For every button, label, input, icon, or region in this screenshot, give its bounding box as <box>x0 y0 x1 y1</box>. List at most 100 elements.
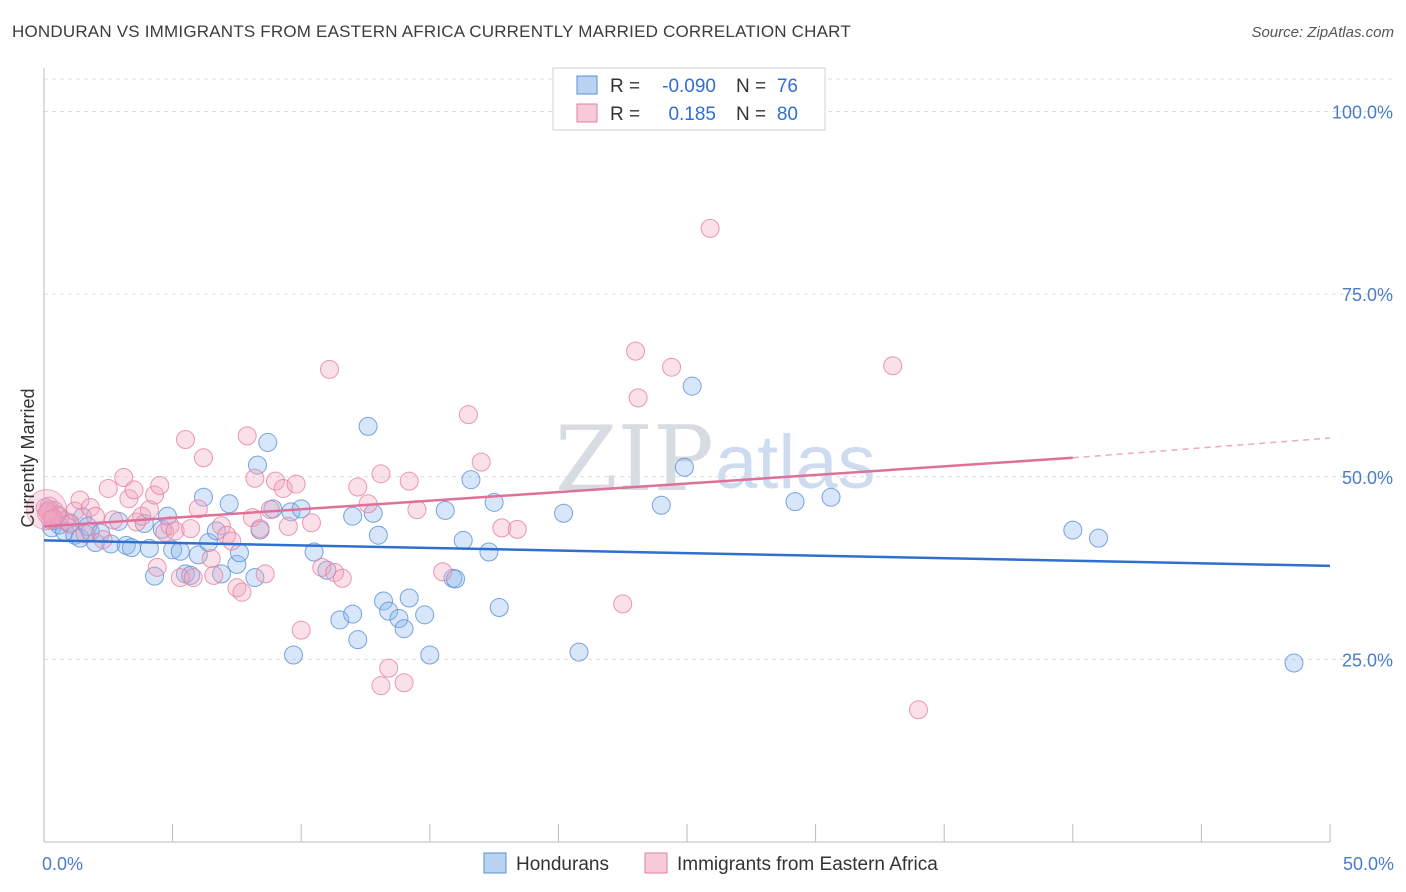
point-s0-73 <box>821 487 841 507</box>
point-s0-59 <box>435 500 455 520</box>
point-s1-47 <box>278 516 298 536</box>
point-s0-44 <box>283 645 303 665</box>
point-s0-23 <box>163 540 183 560</box>
point-s0-72 <box>785 492 805 512</box>
point-s1-10 <box>85 506 105 526</box>
point-s0-75 <box>1089 528 1109 548</box>
point-s0-30 <box>206 521 226 541</box>
point-s1-77 <box>38 502 58 522</box>
point-s0-52 <box>374 591 394 611</box>
watermark-zip: ZIP <box>555 407 714 512</box>
point-s1-46 <box>273 478 293 498</box>
point-s0-76 <box>1284 653 1304 673</box>
point-s1-25 <box>165 521 185 541</box>
point-s0-51 <box>368 525 388 545</box>
point-s1-36 <box>222 531 242 551</box>
point-s0-69 <box>651 495 671 515</box>
point-s0-24 <box>170 541 190 561</box>
point-s0-62 <box>479 542 499 562</box>
point-s1-33 <box>204 565 224 585</box>
point-s0-60 <box>453 530 473 550</box>
point-s1-53 <box>325 562 345 582</box>
point-s1-71 <box>662 357 682 377</box>
point-s1-42 <box>250 519 270 539</box>
point-cluster-origin <box>26 489 68 531</box>
point-s1-64 <box>458 405 478 425</box>
point-s0-42 <box>317 560 337 580</box>
watermark-atlas: atlas <box>715 420 876 505</box>
point-s1-14 <box>114 467 134 487</box>
point-s1-70 <box>628 388 648 408</box>
legend-bottom-swatch-hondurans <box>483 852 507 874</box>
point-s0-48 <box>343 506 363 526</box>
legend-bottom-swatch-eastern-africa <box>644 852 668 874</box>
point-s1-58 <box>371 676 391 696</box>
y-tick-label-3: 100.0% <box>1332 103 1393 123</box>
point-s0-54 <box>389 608 409 628</box>
legend-swatch-hondurans <box>576 75 598 95</box>
point-s0-46 <box>343 604 363 624</box>
legend-swatch-eastern-africa <box>576 103 598 123</box>
legend-top: R = -0.090 N = 76 R = 0.185 N = 80 <box>552 67 826 131</box>
point-s1-66 <box>492 518 512 538</box>
point-s0-38 <box>258 432 278 452</box>
y-tick-label-1: 50.0% <box>1342 468 1393 488</box>
point-s0-67 <box>554 503 574 523</box>
trend-line-s1 <box>43 456 1073 528</box>
point-s1-55 <box>348 477 368 497</box>
legend-r-value-1: 0.185 <box>668 104 716 125</box>
legend-r-value-0: -0.090 <box>662 76 716 97</box>
point-s1-41 <box>245 468 265 488</box>
tick-labels: 25.0% 50.0% 75.0% 100.0% 0.0% 50.0% <box>42 103 1394 874</box>
legend-bottom-label-hondurans: Hondurans <box>516 854 609 875</box>
point-s1-6 <box>65 501 85 521</box>
point-s1-39 <box>237 426 257 446</box>
point-s1-68 <box>613 594 633 614</box>
point-s0-28 <box>193 487 213 507</box>
point-s1-45 <box>265 471 285 491</box>
point-s0-19 <box>139 538 159 558</box>
points <box>26 218 1304 720</box>
point-s0-70 <box>674 457 694 477</box>
point-s0-56 <box>399 588 419 608</box>
point-s1-31 <box>193 448 213 468</box>
point-s0-55 <box>394 619 414 639</box>
point-s0-61 <box>461 470 481 490</box>
point-s0-57 <box>415 605 435 625</box>
point-s1-52 <box>319 359 339 379</box>
point-s1-16 <box>124 480 144 500</box>
y-axis-title: Currently Married <box>18 388 38 527</box>
point-s0-45 <box>330 610 350 630</box>
point-s1-69 <box>626 341 646 361</box>
point-s1-72 <box>700 218 720 238</box>
legend-n-value-0: 76 <box>777 76 798 97</box>
legend-n-value-1: 80 <box>777 104 798 125</box>
point-s1-57 <box>371 464 391 484</box>
x-tick-label-1: 50.0% <box>1343 854 1394 874</box>
point-s1-23 <box>155 522 175 542</box>
point-s1-67 <box>507 519 527 539</box>
point-s1-21 <box>147 557 167 577</box>
point-s1-11 <box>93 530 113 550</box>
legend-n-label-1: N = <box>736 104 766 125</box>
point-s1-32 <box>201 549 221 569</box>
point-s0-50 <box>358 416 378 436</box>
point-s0-32 <box>219 494 239 514</box>
x-tick-label-0: 0.0% <box>42 854 83 874</box>
point-s1-54 <box>332 568 352 588</box>
point-s1-9 <box>80 497 100 517</box>
grid <box>44 78 1392 660</box>
chart-title: HONDURAN VS IMMIGRANTS FROM EASTERN AFRI… <box>12 22 851 41</box>
point-s0-31 <box>211 564 231 584</box>
point-s1-13 <box>103 510 123 530</box>
point-s0-53 <box>379 601 399 621</box>
point-s0-71 <box>682 376 702 396</box>
source-label: Source: ZipAtlas.com <box>1251 24 1394 41</box>
point-s0-58 <box>420 645 440 665</box>
legend-top-frame <box>552 67 826 131</box>
point-s1-60 <box>394 673 414 693</box>
trend-line-s0 <box>43 539 1331 568</box>
point-s1-20 <box>145 485 165 505</box>
point-s1-73 <box>883 356 903 376</box>
point-s0-68 <box>569 642 589 662</box>
